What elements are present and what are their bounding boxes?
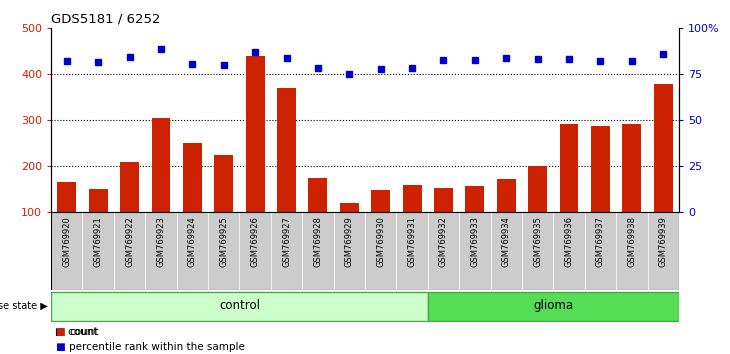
Text: GSM769920: GSM769920 bbox=[62, 216, 72, 267]
Text: ■: ■ bbox=[55, 342, 64, 353]
Text: GSM769939: GSM769939 bbox=[658, 216, 668, 267]
Bar bbox=[309, 178, 327, 212]
Text: GDS5181 / 6252: GDS5181 / 6252 bbox=[51, 13, 161, 26]
Bar bbox=[585, 212, 616, 290]
Text: GSM769937: GSM769937 bbox=[596, 216, 605, 267]
Bar bbox=[560, 124, 578, 212]
Text: GSM769924: GSM769924 bbox=[188, 216, 197, 267]
Text: GSM769936: GSM769936 bbox=[564, 216, 574, 267]
Bar bbox=[51, 292, 428, 321]
Bar bbox=[89, 189, 107, 212]
Bar bbox=[246, 56, 264, 212]
Bar bbox=[215, 155, 233, 212]
Text: GSM769931: GSM769931 bbox=[407, 216, 417, 267]
Bar bbox=[522, 212, 553, 290]
Bar bbox=[403, 185, 421, 212]
Text: GSM769927: GSM769927 bbox=[282, 216, 291, 267]
Bar bbox=[623, 124, 641, 212]
Text: GSM769922: GSM769922 bbox=[125, 216, 134, 267]
Text: ■ count: ■ count bbox=[55, 326, 97, 337]
Bar bbox=[271, 212, 302, 290]
Bar bbox=[491, 212, 522, 290]
Bar bbox=[82, 212, 114, 290]
Bar bbox=[591, 126, 610, 212]
Bar bbox=[428, 292, 679, 321]
Bar bbox=[654, 84, 672, 212]
Bar bbox=[497, 179, 515, 212]
Text: percentile rank within the sample: percentile rank within the sample bbox=[69, 342, 245, 353]
Bar bbox=[553, 212, 585, 290]
Bar bbox=[340, 203, 358, 212]
Text: GSM769925: GSM769925 bbox=[219, 216, 228, 267]
Bar bbox=[145, 212, 177, 290]
Bar bbox=[183, 143, 201, 212]
Bar bbox=[277, 88, 296, 212]
Text: count: count bbox=[69, 326, 99, 337]
Bar bbox=[334, 212, 365, 290]
Bar bbox=[396, 212, 428, 290]
Bar bbox=[466, 186, 484, 212]
Text: GSM769935: GSM769935 bbox=[533, 216, 542, 267]
Text: GSM769923: GSM769923 bbox=[156, 216, 166, 267]
Bar bbox=[372, 190, 390, 212]
Bar bbox=[648, 212, 679, 290]
Bar bbox=[152, 118, 170, 212]
Text: glioma: glioma bbox=[534, 299, 573, 312]
Bar bbox=[616, 212, 648, 290]
Bar bbox=[114, 212, 145, 290]
Text: GSM769932: GSM769932 bbox=[439, 216, 448, 267]
Bar bbox=[365, 212, 396, 290]
Text: GSM769934: GSM769934 bbox=[502, 216, 511, 267]
Text: GSM769928: GSM769928 bbox=[313, 216, 323, 267]
Text: GSM769933: GSM769933 bbox=[470, 216, 480, 267]
Text: GSM769921: GSM769921 bbox=[93, 216, 103, 267]
Text: GSM769926: GSM769926 bbox=[250, 216, 260, 267]
Bar bbox=[302, 212, 334, 290]
Text: control: control bbox=[219, 299, 260, 312]
Bar bbox=[58, 183, 76, 212]
Bar bbox=[239, 212, 271, 290]
Text: GSM769930: GSM769930 bbox=[376, 216, 385, 267]
Bar bbox=[459, 212, 491, 290]
Bar bbox=[428, 212, 459, 290]
Bar bbox=[208, 212, 239, 290]
Text: disease state ▶: disease state ▶ bbox=[0, 301, 47, 310]
Text: GSM769929: GSM769929 bbox=[345, 216, 354, 267]
Text: GSM769938: GSM769938 bbox=[627, 216, 637, 267]
Text: ■: ■ bbox=[55, 326, 64, 337]
Bar bbox=[120, 162, 139, 212]
Bar bbox=[529, 166, 547, 212]
Bar bbox=[434, 188, 453, 212]
Bar bbox=[177, 212, 208, 290]
Bar bbox=[51, 212, 82, 290]
